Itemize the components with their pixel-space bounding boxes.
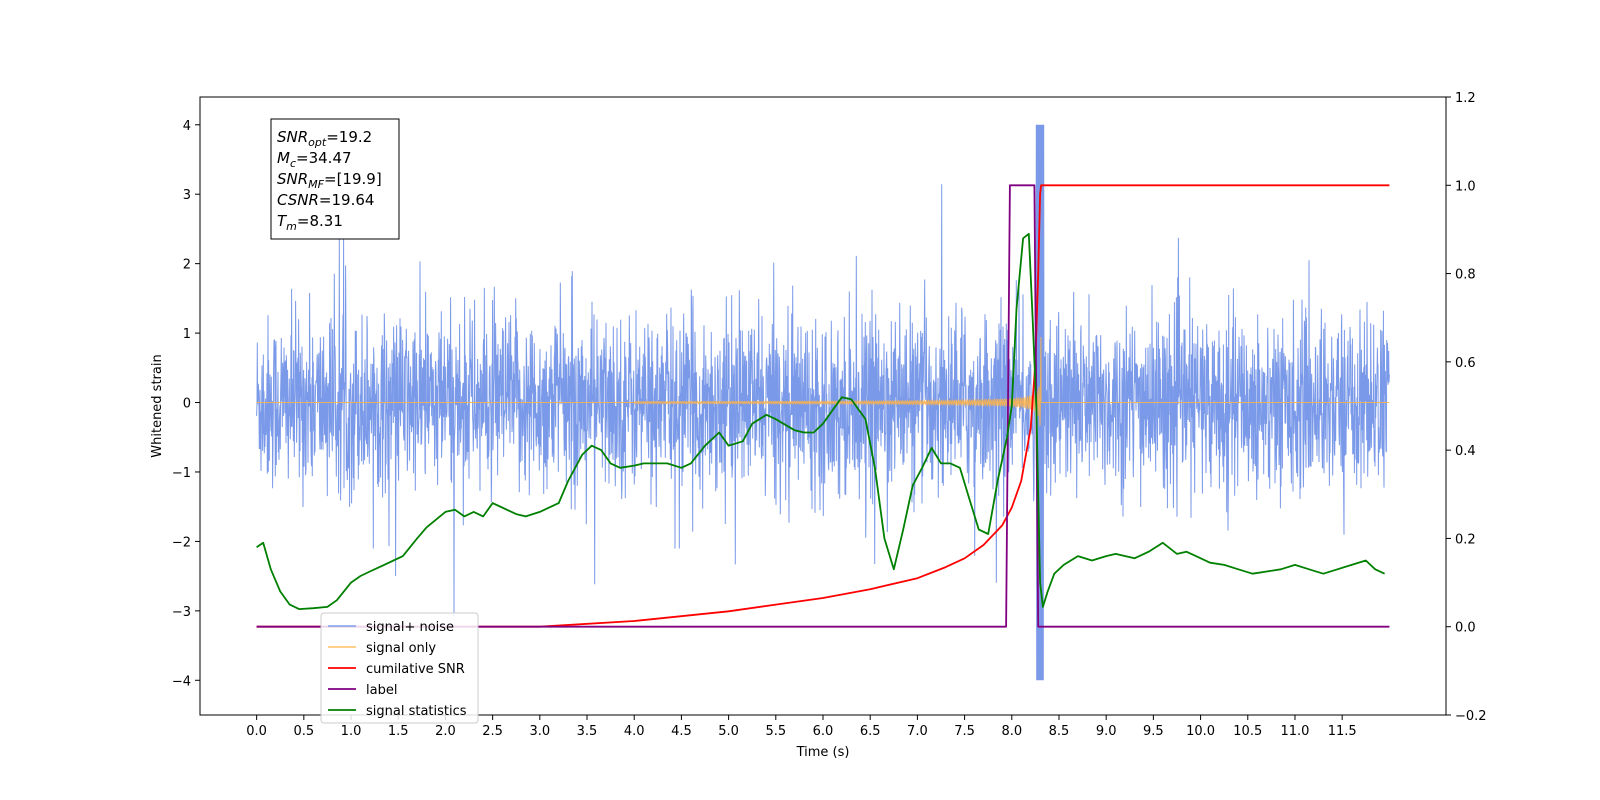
series-cumilative-snr-line bbox=[256, 184, 1390, 628]
y-tick-right-label: 0.2 bbox=[1455, 532, 1476, 547]
legend-label: signal only bbox=[366, 641, 436, 656]
info-line: SNRMF=[19.9] bbox=[277, 170, 382, 191]
x-tick-label: 8.5 bbox=[1049, 724, 1070, 739]
x-tick-label: 3.0 bbox=[529, 724, 550, 739]
info-symbol: SNR bbox=[277, 170, 308, 188]
x-tick-label: 4.0 bbox=[624, 724, 645, 739]
info-subscript: m bbox=[286, 220, 297, 233]
plot-area bbox=[256, 124, 1390, 681]
x-tick-label: 11.0 bbox=[1280, 724, 1309, 739]
y-tick-right-label: 1.0 bbox=[1455, 179, 1476, 194]
info-box: SNRopt=19.2Mc=34.47SNRMF=[19.9]CSNR=19.6… bbox=[270, 118, 400, 240]
x-tick-label: 10.5 bbox=[1233, 724, 1262, 739]
x-tick-label: 10.0 bbox=[1186, 724, 1215, 739]
series-signal-noise-line bbox=[256, 124, 1390, 681]
y-tick-left-label: −3 bbox=[172, 605, 191, 620]
y-tick-left-label: −1 bbox=[172, 466, 191, 481]
info-symbol: CSNR bbox=[277, 191, 319, 209]
legend-label: signal+ noise bbox=[366, 620, 454, 635]
x-tick-label: 5.5 bbox=[765, 724, 786, 739]
y-tick-left-label: 4 bbox=[183, 119, 191, 134]
series-signal-only-line bbox=[256, 337, 1390, 426]
y-tick-left-label: −4 bbox=[172, 674, 191, 689]
y-tick-left-label: 3 bbox=[183, 188, 191, 203]
x-axis: 0.0 0.5 1.0 1.5 2.0 2.5 3.0 3.5 4.0 4.5 5.0 5.5 6.0 6… bbox=[246, 715, 1357, 739]
y-axis-label: Whitened strain bbox=[150, 354, 165, 457]
y-tick-right-label: −0.2 bbox=[1455, 709, 1487, 724]
y-tick-right-label: 0.8 bbox=[1455, 268, 1476, 283]
info-subscript: opt bbox=[308, 136, 327, 149]
x-tick-label: 2.0 bbox=[435, 724, 456, 739]
y-tick-left-label: −2 bbox=[172, 535, 191, 550]
info-subscript: c bbox=[290, 157, 296, 170]
x-tick-label: 0.5 bbox=[293, 724, 314, 739]
x-tick-label: 7.0 bbox=[907, 724, 928, 739]
x-tick-label: 0.0 bbox=[246, 724, 267, 739]
legend-frame bbox=[320, 612, 479, 724]
info-line: Mc=34.47 bbox=[277, 149, 352, 170]
info-symbol: T bbox=[277, 212, 288, 230]
info-value: =34.47 bbox=[296, 149, 352, 167]
y-tick-right-label: 0.0 bbox=[1455, 621, 1476, 636]
legend-label: cumilative SNR bbox=[366, 662, 465, 677]
y-tick-right-label: 1.2 bbox=[1455, 91, 1476, 106]
y-tick-right-label: 0.4 bbox=[1455, 444, 1476, 459]
y-tick-left-label: 2 bbox=[183, 258, 191, 273]
y-axis-right: 1.2 1.0 0.8 0.6 0.4 0.2 0.0 −0.2 bbox=[1446, 91, 1487, 724]
x-tick-label: 7.5 bbox=[954, 724, 975, 739]
x-tick-label: 1.5 bbox=[388, 724, 409, 739]
legend-label: label bbox=[366, 683, 397, 698]
series-label-line bbox=[256, 184, 1390, 628]
x-tick-label: 2.5 bbox=[482, 724, 503, 739]
y-tick-left-label: 1 bbox=[183, 327, 191, 342]
series-signal-statistics-line bbox=[256, 232, 1385, 610]
info-symbol: M bbox=[277, 149, 290, 167]
y-tick-left-label: 0 bbox=[183, 397, 191, 412]
x-tick-label: 9.0 bbox=[1096, 724, 1117, 739]
x-tick-label: 1.0 bbox=[341, 724, 362, 739]
x-tick-label: 6.0 bbox=[813, 724, 834, 739]
info-subscript: MF bbox=[308, 178, 324, 191]
info-value: =19.64 bbox=[319, 191, 375, 209]
x-tick-label: 11.5 bbox=[1328, 724, 1357, 739]
x-tick-label: 6.5 bbox=[860, 724, 881, 739]
x-tick-label: 3.5 bbox=[577, 724, 598, 739]
info-line: SNRopt=19.2 bbox=[277, 128, 372, 149]
x-axis-label: Time (s) bbox=[796, 745, 850, 760]
y-tick-right-label: 0.6 bbox=[1455, 356, 1476, 371]
info-line: CSNR=19.64 bbox=[277, 191, 374, 209]
x-tick-label: 9.5 bbox=[1143, 724, 1164, 739]
info-value: =[19.9] bbox=[324, 170, 382, 188]
x-tick-label: 8.0 bbox=[1001, 724, 1022, 739]
info-symbol: SNR bbox=[277, 128, 308, 146]
legend-label: signal statistics bbox=[366, 704, 467, 719]
x-tick-label: 4.5 bbox=[671, 724, 692, 739]
legend: signal+ noise signal only cumilative SNR la… bbox=[320, 612, 479, 724]
y-axis-left: 4 3 2 1 0 −1 −2 −3 −4 bbox=[172, 119, 200, 689]
info-value: =8.31 bbox=[297, 212, 343, 230]
info-box-frame bbox=[270, 118, 400, 240]
x-tick-label: 5.0 bbox=[718, 724, 739, 739]
info-line: Tm=8.31 bbox=[277, 212, 343, 233]
info-value: =19.2 bbox=[326, 128, 372, 146]
